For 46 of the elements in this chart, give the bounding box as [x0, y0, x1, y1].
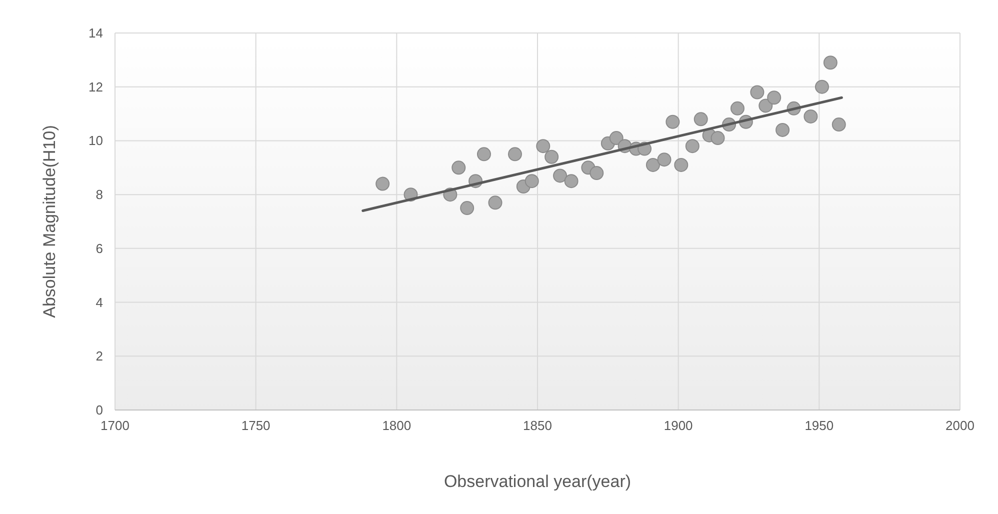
point [524, 174, 539, 188]
point [804, 109, 818, 124]
y-tick-label: 4 [96, 294, 103, 310]
point [536, 139, 550, 154]
point [750, 85, 764, 100]
point [646, 158, 660, 172]
point [823, 56, 838, 70]
x-tick-label: 1800 [382, 418, 412, 433]
point [832, 118, 846, 132]
point [730, 101, 744, 116]
point [710, 131, 725, 146]
point [553, 168, 568, 183]
point [476, 147, 491, 162]
point [776, 122, 790, 137]
point [376, 176, 390, 191]
y-tick-label: 0 [96, 402, 103, 418]
y-tick-label: 14 [88, 26, 103, 40]
point [814, 80, 829, 94]
point [488, 196, 502, 210]
point [544, 150, 559, 164]
point [508, 147, 522, 162]
point [590, 166, 604, 180]
point [666, 114, 680, 129]
y-tick-label: 12 [88, 79, 103, 94]
point [767, 90, 782, 105]
point [674, 158, 688, 172]
y-axis-title: Absolute Magnitude(H10) [40, 125, 59, 318]
point [564, 174, 578, 188]
point [685, 139, 700, 154]
x-tick-label: 1900 [664, 418, 693, 433]
point [758, 98, 773, 113]
point [609, 131, 624, 146]
y-tick-label: 2 [96, 348, 103, 364]
x-axis-title: Observational year(year) [444, 472, 632, 491]
point [657, 152, 672, 167]
y-tick-label: 6 [96, 240, 103, 256]
point [452, 160, 466, 175]
y-tick-label: 10 [88, 133, 103, 148]
point [694, 112, 708, 126]
y-tick-label: 8 [96, 187, 103, 202]
x-tick-label: 1950 [804, 418, 834, 433]
x-tick-label: 1750 [241, 418, 270, 433]
point [460, 201, 474, 216]
x-tick-label: 2000 [946, 418, 974, 433]
x-tick-label: 1850 [523, 418, 552, 433]
x-tick-label: 1700 [100, 418, 130, 433]
